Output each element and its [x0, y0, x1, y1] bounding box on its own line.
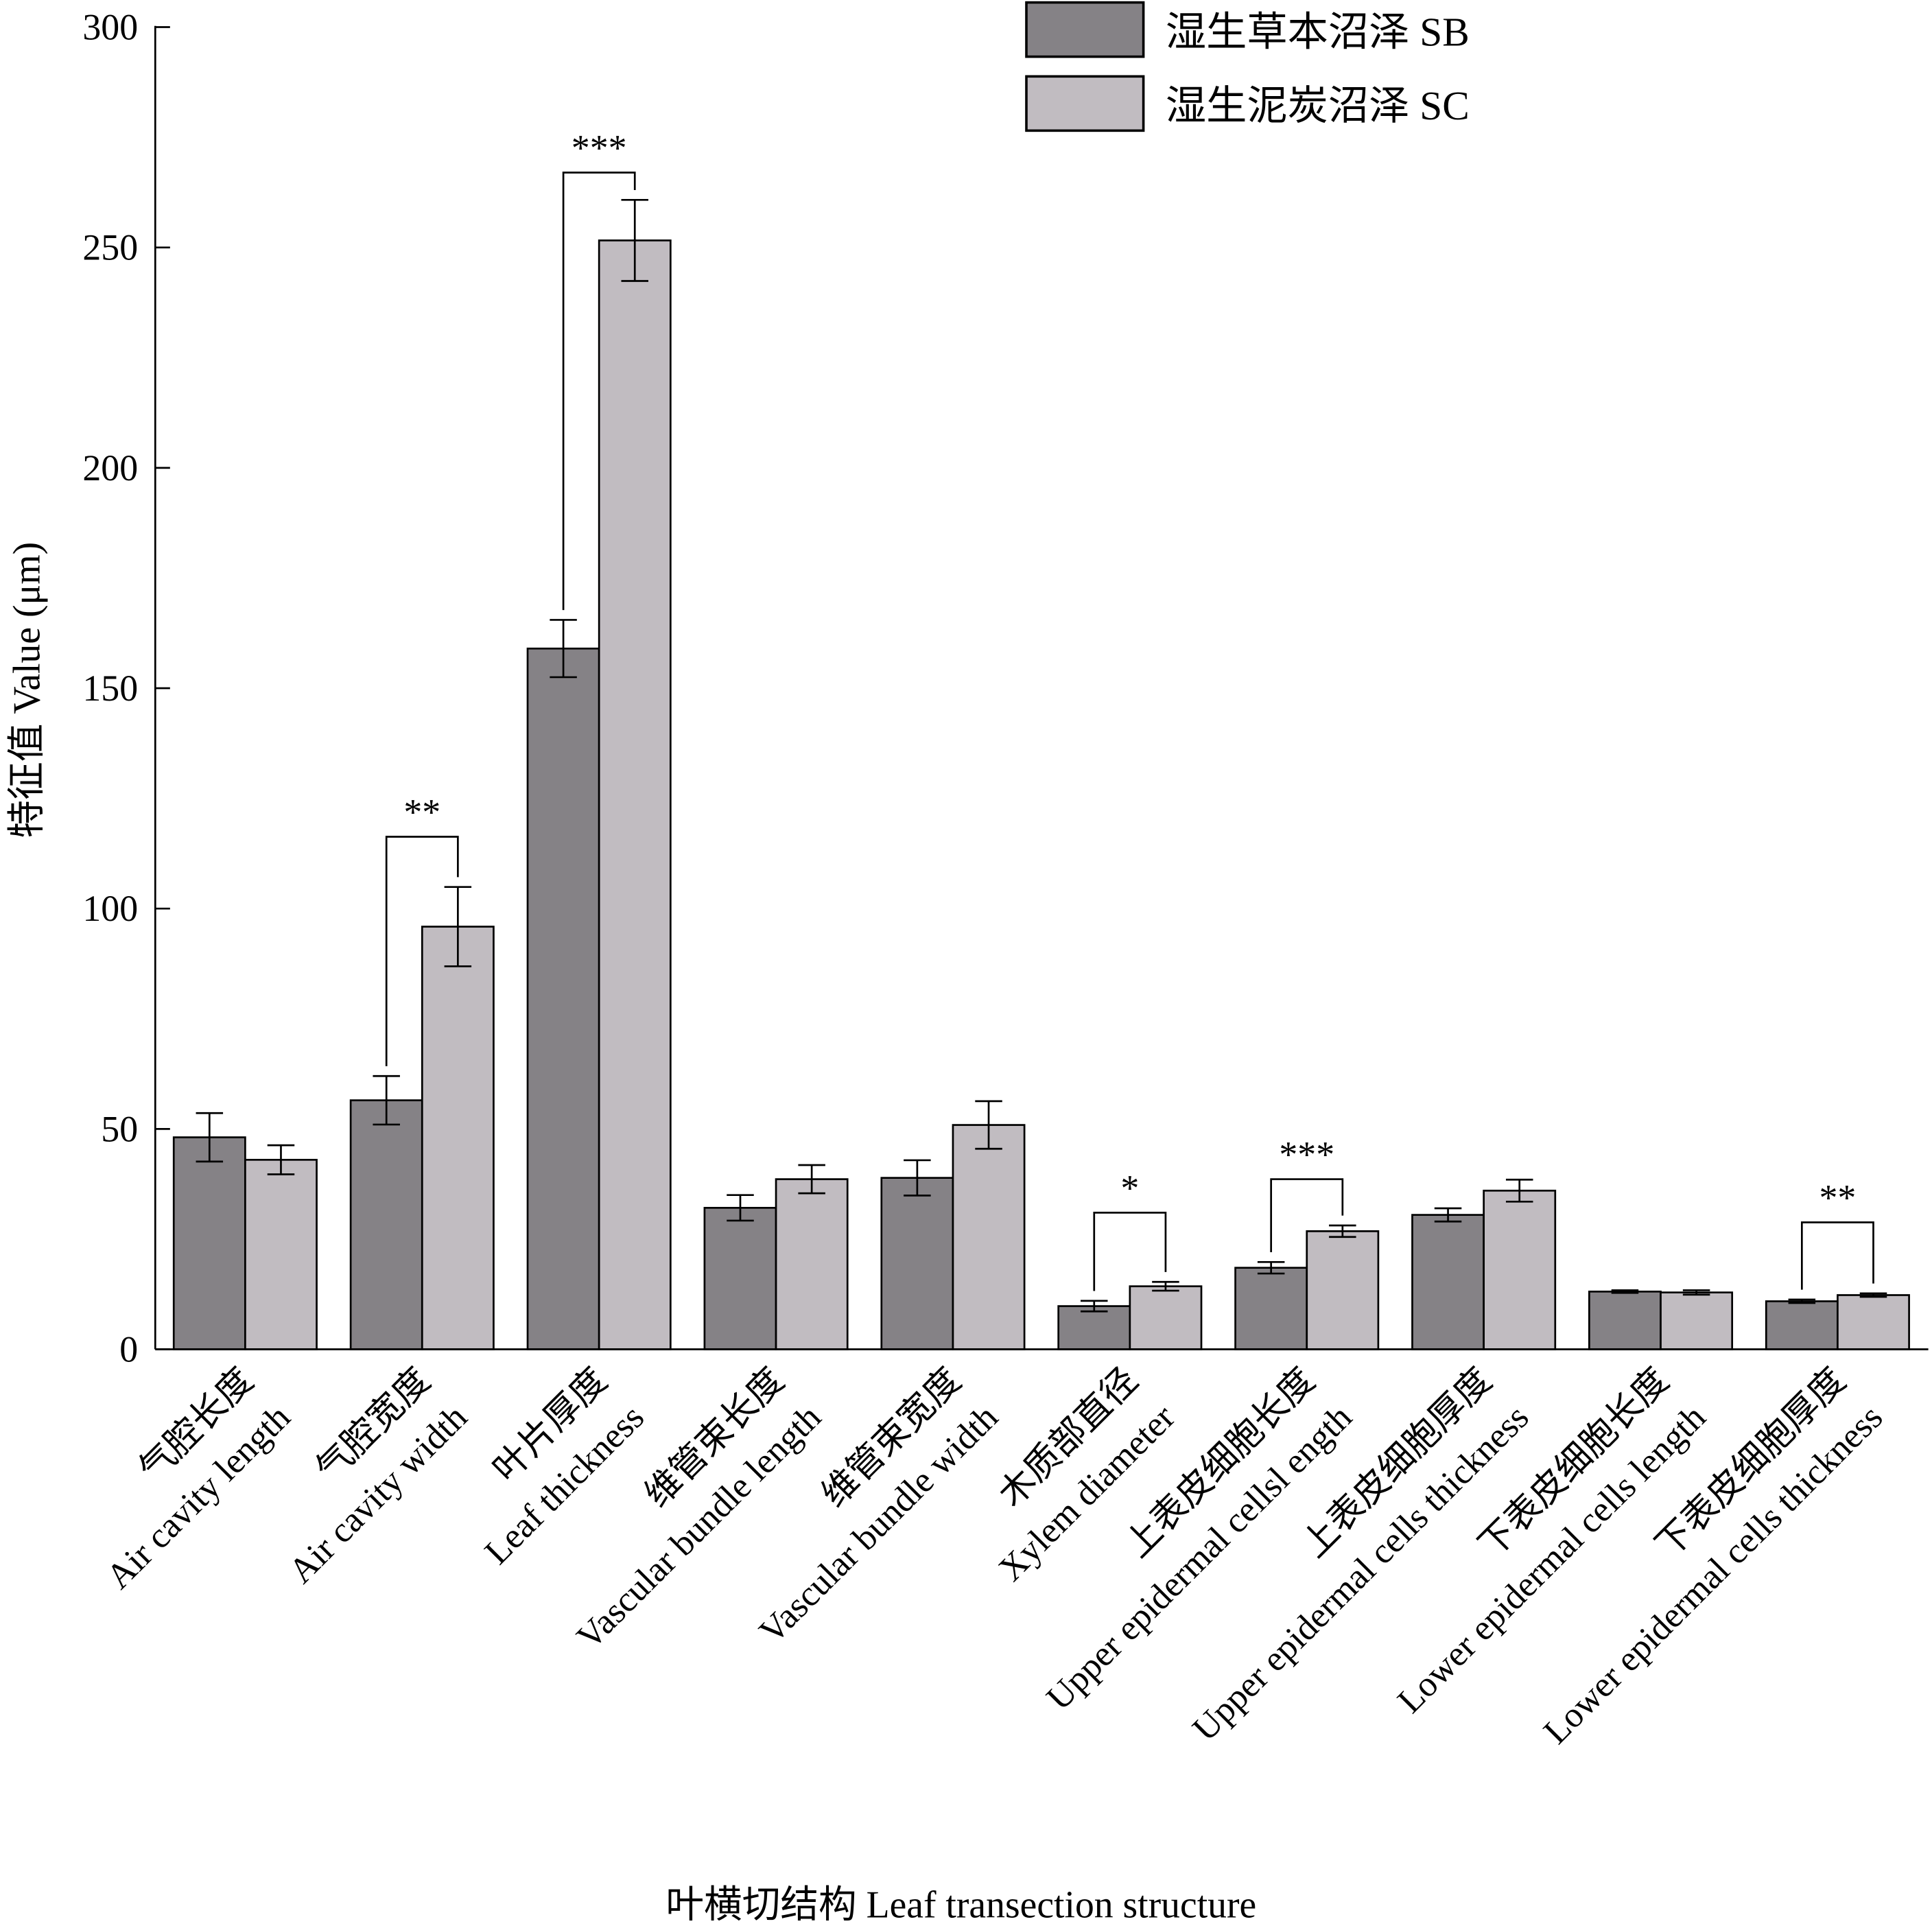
bar-sc	[1837, 1294, 1910, 1350]
error-bar	[621, 198, 649, 282]
bar-sb	[1765, 1300, 1839, 1350]
y-tick-label: 100	[82, 888, 138, 929]
y-tick-label: 150	[82, 668, 138, 709]
bar-sc	[1483, 1189, 1557, 1350]
bar-sb	[1057, 1305, 1131, 1350]
significance-label: **	[403, 792, 440, 833]
legend: 湿生草本沼泽 SB 湿生泥炭沼泽 SC	[1025, 1, 1470, 132]
error-bar	[1081, 1300, 1108, 1313]
bar-sb	[526, 647, 600, 1350]
bar-sb	[703, 1206, 777, 1350]
error-bar	[1788, 1298, 1816, 1304]
significance-label: ***	[572, 128, 627, 169]
y-tick-label: 50	[101, 1108, 138, 1149]
bar-sc	[1129, 1285, 1203, 1350]
error-bar	[1434, 1207, 1462, 1223]
bar-sc	[421, 926, 495, 1350]
bar-sb	[1588, 1291, 1662, 1350]
error-bar	[196, 1112, 224, 1163]
legend-swatch-sb	[1025, 1, 1145, 58]
significance-bracket	[1270, 1178, 1344, 1252]
significance-bracket	[562, 172, 636, 611]
y-tick-label: 200	[82, 447, 138, 489]
significance-bracket	[1800, 1221, 1874, 1290]
significance-bracket	[1093, 1212, 1167, 1291]
error-bar	[904, 1159, 931, 1197]
bar-sc	[244, 1158, 318, 1350]
error-bar	[1329, 1224, 1356, 1238]
error-bar	[798, 1164, 825, 1195]
significance-label: *	[1120, 1167, 1139, 1208]
error-bar	[444, 886, 472, 967]
bar-sb	[349, 1099, 423, 1350]
bar-sb	[1234, 1267, 1308, 1350]
y-tick-label: 0	[119, 1328, 138, 1370]
significance-label: ***	[1279, 1134, 1334, 1175]
bar-sb	[1411, 1214, 1485, 1350]
legend-label-sc: 湿生泥炭沼泽 SC	[1166, 83, 1470, 128]
y-axis-label: 特征值 Value (μm)	[5, 542, 48, 838]
error-bar	[267, 1144, 295, 1175]
bars-layer: ***********	[172, 128, 1910, 1350]
bar-sb	[172, 1136, 246, 1350]
bar-sb	[880, 1177, 954, 1350]
error-bar	[975, 1100, 1002, 1150]
error-bar	[1859, 1292, 1887, 1298]
x-axis-label: 叶横切结构 Leaf transection structure	[665, 1883, 1256, 1926]
error-bar	[373, 1074, 400, 1126]
error-bar	[1682, 1289, 1710, 1296]
error-bar	[727, 1194, 754, 1222]
y-tick-label: 300	[82, 6, 138, 47]
error-bar	[1257, 1260, 1285, 1275]
error-bar	[1611, 1289, 1639, 1294]
significance-label: **	[1819, 1177, 1856, 1219]
bar-sc	[775, 1178, 849, 1350]
bar-sc	[1306, 1230, 1380, 1350]
significance-bracket	[385, 836, 459, 1066]
bar-sc	[952, 1124, 1026, 1350]
error-bar	[1152, 1280, 1179, 1292]
y-tick-label: 250	[82, 227, 138, 268]
bar-sc	[598, 239, 672, 1350]
legend-label-sb: 湿生草本沼泽 SB	[1166, 9, 1470, 54]
legend-swatch-sc	[1025, 75, 1145, 132]
bar-sc	[1660, 1291, 1734, 1350]
error-bar	[1505, 1178, 1533, 1203]
error-bar	[550, 619, 577, 679]
